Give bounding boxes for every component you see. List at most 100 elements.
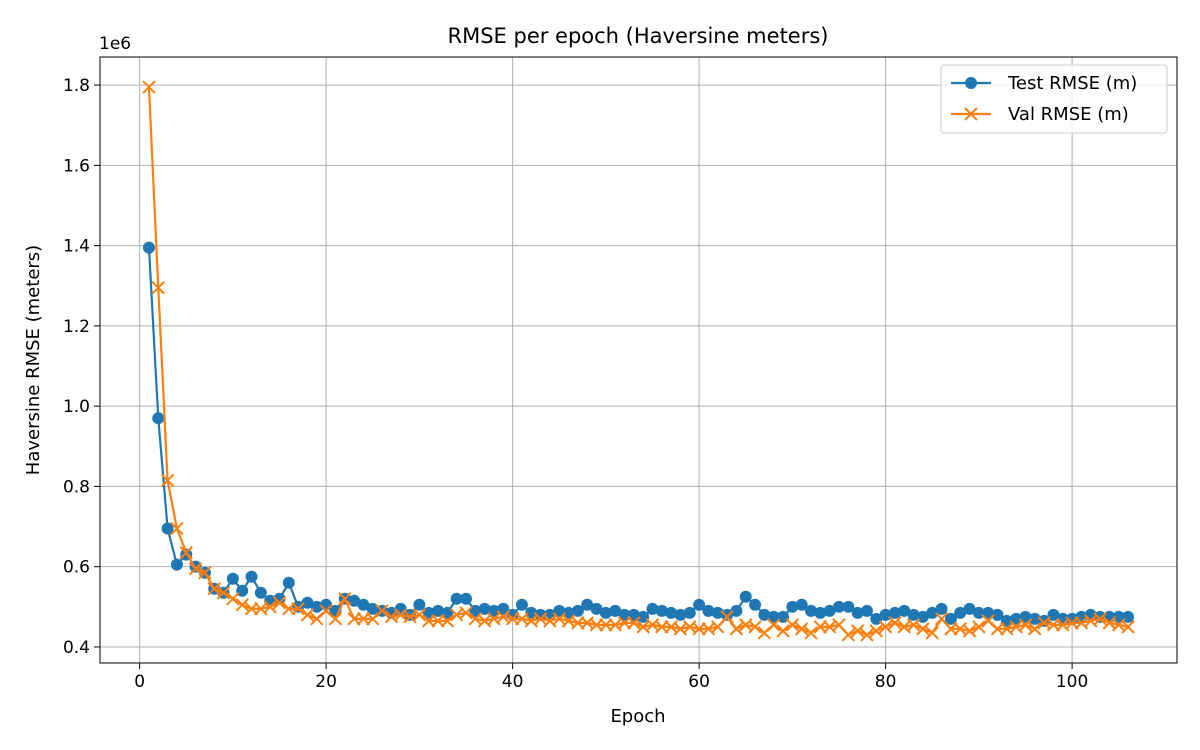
axes: 0 20 40 60 80 100 0.4 0.6 0.8 1.0 1.2 1.4 1.6 1.8 [63, 76, 1088, 692]
series-test [142, 241, 1135, 627]
data-point-val [748, 620, 762, 634]
x-tick-label: 20 [315, 672, 337, 692]
data-point-test [1019, 610, 1032, 623]
legend-entry-val: Val RMSE (m) [951, 104, 1129, 125]
data-point-test [721, 608, 734, 621]
data-point-val [878, 620, 893, 634]
data-point-test [730, 604, 743, 617]
data-point-test [739, 590, 752, 603]
data-point-test [814, 606, 827, 619]
data-point-test [749, 598, 762, 611]
y-tick-label: 1.4 [63, 237, 90, 257]
data-point-test [152, 412, 165, 425]
data-point-val [1018, 618, 1033, 632]
data-point-test [823, 604, 836, 617]
data-point-test [487, 604, 500, 617]
data-point-val [1028, 622, 1042, 636]
data-point-test [404, 608, 417, 621]
data-point-val [151, 281, 165, 295]
data-point-test [693, 598, 706, 611]
data-point-test [805, 604, 818, 617]
data-point-test [832, 600, 845, 613]
data-point-test [459, 592, 472, 605]
chart-title: RMSE per epoch (Haversine meters) [448, 24, 829, 48]
data-point-test [982, 606, 995, 619]
data-point-test [609, 604, 622, 617]
data-point-val [142, 80, 156, 94]
data-point-test [944, 612, 957, 625]
y-tick-label: 0.4 [63, 638, 90, 658]
data-point-val [338, 592, 352, 606]
data-point-test [497, 602, 510, 615]
data-point-test [413, 598, 426, 611]
data-point-val [869, 624, 883, 638]
data-point-val [720, 610, 734, 624]
x-axis-label: Epoch [610, 706, 665, 727]
x-tick-label: 0 [134, 672, 145, 692]
data-point-test [963, 602, 976, 615]
y-axis-multiplier: 1e6 [99, 34, 131, 54]
data-point-val [412, 608, 427, 622]
data-point-test [991, 608, 1004, 621]
data-point-test [907, 608, 920, 621]
data-point-val [170, 521, 184, 536]
data-point-test [786, 600, 799, 613]
data-point-val [440, 614, 455, 628]
data-point-test [515, 598, 528, 611]
data-point-test [767, 610, 780, 623]
data-point-test [301, 596, 314, 609]
data-point-test [161, 522, 174, 535]
series-line-val [147, 87, 1129, 637]
data-point-test [450, 592, 463, 605]
x-tick-label: 100 [1056, 672, 1088, 692]
data-point-test [170, 558, 183, 571]
data-point-val [888, 616, 902, 630]
data-point-val [328, 612, 343, 626]
x-tick-label: 60 [688, 672, 710, 692]
y-tick-label: 1.2 [63, 317, 90, 337]
y-tick-label: 0.6 [63, 558, 90, 578]
y-tick-label: 1.0 [63, 397, 90, 417]
data-point-test [842, 600, 855, 613]
data-point-test [758, 608, 771, 621]
data-point-val [627, 616, 641, 630]
data-point-val [962, 624, 977, 638]
data-point-test [665, 606, 678, 619]
data-point-val [188, 561, 203, 576]
legend: Test RMSE (m) Val RMSE (m) [940, 64, 1168, 134]
legend-label-test: Test RMSE (m) [1007, 73, 1137, 94]
data-point-test [888, 606, 901, 619]
data-point-val [972, 620, 986, 634]
data-point-val [272, 596, 287, 610]
data-point-val [226, 592, 240, 606]
series-layer [142, 80, 1135, 642]
data-point-val [198, 565, 212, 580]
data-point-test [683, 606, 696, 619]
data-point-val [375, 604, 389, 618]
data-point-val [906, 618, 921, 632]
data-point-test [245, 570, 258, 583]
data-point-val [291, 602, 305, 616]
data-point-val [179, 545, 193, 560]
data-point-test [711, 606, 724, 619]
data-point-test [702, 604, 715, 617]
data-point-test [898, 604, 911, 617]
data-point-test [254, 586, 267, 599]
data-point-test [478, 602, 491, 615]
data-point-val [235, 598, 249, 612]
data-point-test [534, 608, 547, 621]
data-point-val [804, 626, 818, 640]
data-point-val [216, 586, 231, 600]
legend-label-val: Val RMSE (m) [1008, 104, 1129, 125]
data-point-test [954, 606, 967, 619]
data-point-test [553, 604, 566, 617]
data-point-test [655, 604, 668, 617]
data-point-val [925, 626, 939, 640]
data-point-val [263, 600, 277, 614]
data-point-test [1010, 612, 1023, 625]
data-point-test [860, 604, 873, 617]
legend-box [940, 64, 1168, 134]
data-point-val [841, 628, 856, 642]
legend-entry-test: Test RMSE (m) [951, 73, 1137, 94]
